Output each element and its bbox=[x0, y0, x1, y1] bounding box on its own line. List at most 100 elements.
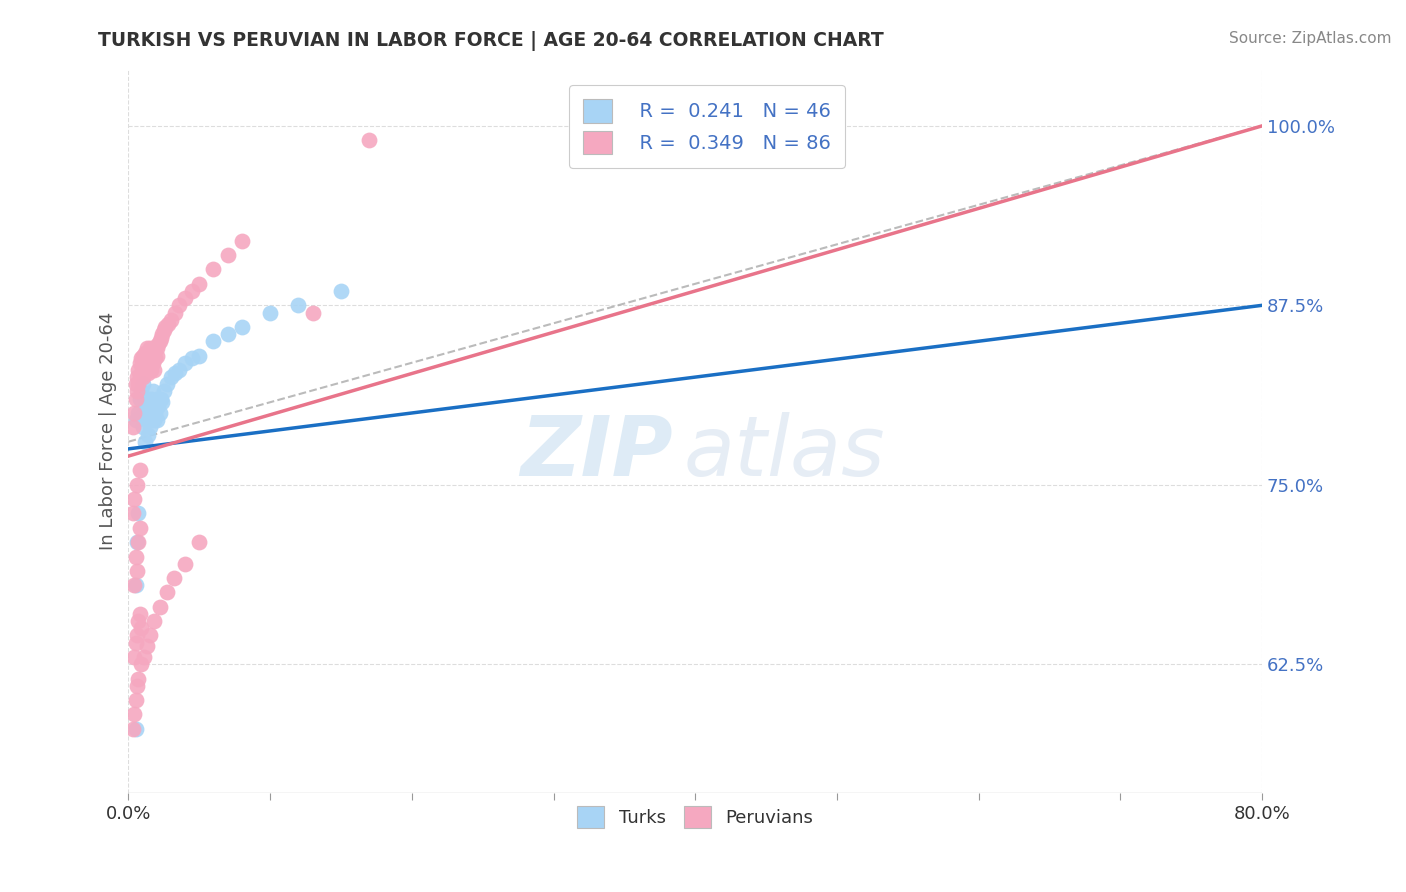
Point bbox=[128, 356, 150, 370]
Point bbox=[135, 639, 157, 653]
Point bbox=[152, 326, 174, 341]
Point bbox=[157, 317, 180, 331]
Point bbox=[128, 463, 150, 477]
Point bbox=[136, 366, 159, 380]
Point bbox=[202, 334, 225, 349]
Point bbox=[125, 564, 148, 578]
Point bbox=[217, 248, 239, 262]
Point bbox=[134, 392, 156, 406]
Point bbox=[217, 326, 239, 341]
Point bbox=[301, 305, 323, 319]
Point bbox=[165, 305, 187, 319]
Point bbox=[163, 571, 186, 585]
Text: Source: ZipAtlas.com: Source: ZipAtlas.com bbox=[1229, 31, 1392, 46]
Point bbox=[125, 679, 148, 693]
Point bbox=[131, 363, 153, 377]
Point bbox=[181, 284, 204, 298]
Point bbox=[165, 366, 187, 380]
Point bbox=[138, 628, 160, 642]
Point bbox=[145, 406, 167, 420]
Point bbox=[145, 351, 167, 366]
Point bbox=[135, 413, 157, 427]
Point bbox=[124, 377, 146, 392]
Point bbox=[131, 377, 153, 392]
Point bbox=[131, 370, 153, 384]
Point bbox=[124, 392, 146, 406]
Point bbox=[160, 312, 183, 326]
Point bbox=[143, 394, 166, 409]
Point bbox=[136, 349, 159, 363]
Point bbox=[125, 384, 148, 399]
Point bbox=[149, 334, 172, 349]
Point bbox=[188, 535, 211, 549]
Point bbox=[153, 323, 176, 337]
Point bbox=[139, 349, 162, 363]
Point bbox=[169, 363, 191, 377]
Point bbox=[127, 672, 149, 686]
Point bbox=[188, 349, 211, 363]
Point bbox=[132, 406, 155, 420]
Point bbox=[127, 377, 149, 392]
Point bbox=[128, 521, 150, 535]
Point bbox=[134, 366, 156, 380]
Point bbox=[152, 394, 174, 409]
Point bbox=[153, 384, 176, 399]
Point bbox=[121, 722, 143, 736]
Point bbox=[132, 349, 155, 363]
Point bbox=[143, 614, 166, 628]
Point bbox=[129, 366, 152, 380]
Point bbox=[122, 492, 145, 507]
Point bbox=[128, 370, 150, 384]
Point bbox=[148, 399, 170, 413]
Point bbox=[143, 413, 166, 427]
Point bbox=[134, 360, 156, 375]
Point bbox=[156, 585, 179, 599]
Point bbox=[134, 345, 156, 359]
Point bbox=[121, 507, 143, 521]
Point bbox=[127, 535, 149, 549]
Point bbox=[124, 693, 146, 707]
Point bbox=[259, 305, 281, 319]
Point bbox=[231, 234, 253, 248]
Point bbox=[188, 277, 211, 291]
Point bbox=[124, 578, 146, 592]
Point bbox=[156, 377, 179, 392]
Point bbox=[139, 363, 162, 377]
Point bbox=[136, 427, 159, 442]
Point bbox=[330, 284, 353, 298]
Point bbox=[124, 549, 146, 564]
Point bbox=[149, 406, 172, 420]
Point bbox=[136, 351, 159, 366]
Point bbox=[202, 262, 225, 277]
Point bbox=[142, 356, 165, 370]
Point bbox=[124, 413, 146, 427]
Point bbox=[287, 298, 309, 312]
Point bbox=[131, 349, 153, 363]
Text: TURKISH VS PERUVIAN IN LABOR FORCE | AGE 20-64 CORRELATION CHART: TURKISH VS PERUVIAN IN LABOR FORCE | AGE… bbox=[98, 31, 884, 51]
Point bbox=[150, 331, 173, 345]
Text: atlas: atlas bbox=[683, 412, 886, 493]
Point bbox=[146, 342, 169, 356]
Point bbox=[155, 319, 177, 334]
Point bbox=[122, 406, 145, 420]
Point bbox=[125, 477, 148, 491]
Text: ZIP: ZIP bbox=[520, 412, 672, 493]
Point bbox=[142, 342, 165, 356]
Point bbox=[125, 535, 148, 549]
Point bbox=[122, 650, 145, 665]
Point bbox=[135, 392, 157, 406]
Point bbox=[139, 392, 162, 406]
Point bbox=[131, 420, 153, 434]
Point bbox=[169, 298, 191, 312]
Point bbox=[149, 599, 172, 614]
Point bbox=[139, 413, 162, 427]
Point bbox=[174, 291, 197, 305]
Point bbox=[139, 345, 162, 359]
Y-axis label: In Labor Force | Age 20-64: In Labor Force | Age 20-64 bbox=[100, 312, 117, 550]
Point bbox=[127, 406, 149, 420]
Legend: Turks, Peruvians: Turks, Peruvians bbox=[569, 798, 820, 835]
Point bbox=[150, 392, 173, 406]
Point bbox=[122, 578, 145, 592]
Point bbox=[174, 356, 197, 370]
Point bbox=[160, 370, 183, 384]
